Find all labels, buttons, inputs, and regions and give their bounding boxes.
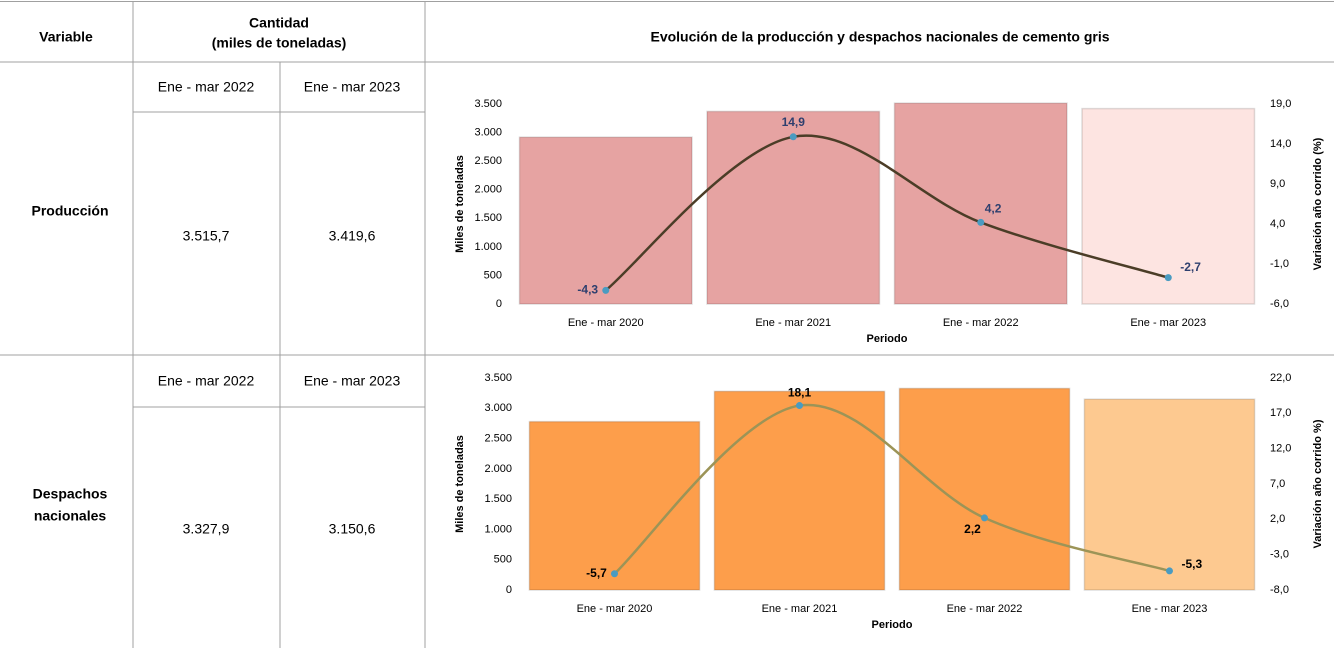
value: 3.515,7 — [183, 228, 230, 244]
point — [981, 514, 988, 522]
bar — [706, 110, 881, 305]
value: 3.419,6 — [329, 228, 376, 244]
bar — [518, 136, 693, 305]
x-tick-label: Ene - mar 2020 — [577, 603, 653, 615]
y-axis-title: Miles de toneladas — [454, 435, 466, 533]
x-tick-label: Ene - mar 2023 — [1130, 317, 1206, 329]
y-tick-label: 2.000 — [484, 463, 512, 475]
x-tick-label: Ene - mar 2021 — [755, 317, 831, 329]
y2-tick-label: -6,0 — [1270, 298, 1289, 310]
point — [1164, 274, 1172, 282]
point — [977, 218, 985, 226]
y-tick-label: 3.500 — [474, 98, 502, 110]
y2-tick-label: 12,0 — [1270, 443, 1291, 455]
bar — [893, 102, 1068, 305]
y-tick-label: 2.500 — [474, 155, 502, 167]
value-label: -5,7 — [586, 566, 607, 580]
period: Ene - mar 2023 — [304, 373, 401, 389]
y2-tick-label: 22,0 — [1270, 372, 1291, 384]
line — [613, 403, 1170, 575]
y-axis-title: Miles de toneladas — [454, 155, 466, 253]
value: 3.327,9 — [183, 521, 230, 537]
y-tick-label: 0 — [506, 584, 512, 596]
period: Ene - mar 2023 — [304, 79, 401, 95]
bar — [528, 420, 701, 591]
x-tick-label: Ene - mar 2021 — [762, 603, 838, 615]
y2-tick-label: 7,0 — [1270, 478, 1285, 490]
y2-tick-label: 4,0 — [1270, 218, 1285, 230]
y2-tick-label: -3,0 — [1270, 549, 1289, 561]
y2-tick-label: 17,0 — [1270, 407, 1291, 419]
x-axis-title: Periodo — [867, 333, 908, 345]
value: 3.150,6 — [329, 521, 376, 537]
header-variable: Variable — [39, 29, 93, 45]
y-tick-label: 1.500 — [474, 212, 502, 224]
point — [789, 133, 797, 141]
y2-tick-label: 2,0 — [1270, 513, 1285, 525]
bar — [1081, 107, 1256, 305]
y-tick-label: 3.000 — [474, 126, 502, 138]
y-tick-label: 500 — [494, 554, 512, 566]
row-name: nacionales — [34, 508, 107, 524]
y2-tick-label: 14,0 — [1270, 138, 1291, 150]
value-label: 18,1 — [788, 386, 812, 400]
header-quantity: Cantidad — [249, 15, 309, 31]
y-tick-label: 1.000 — [484, 523, 512, 535]
bar — [1083, 398, 1256, 591]
y-tick-label: 500 — [484, 269, 502, 281]
y2-tick-label: -1,0 — [1270, 258, 1289, 270]
point — [611, 570, 618, 578]
line — [604, 134, 1169, 292]
y2-tick-label: 9,0 — [1270, 178, 1285, 190]
y-tick-label: 3.000 — [484, 402, 512, 414]
x-tick-label: Ene - mar 2022 — [943, 317, 1019, 329]
value-label: 4,2 — [985, 202, 1002, 216]
value-label: -4,3 — [577, 283, 598, 297]
period: Ene - mar 2022 — [158, 79, 255, 95]
header-unit: (miles de toneladas) — [212, 35, 347, 51]
point — [796, 402, 803, 410]
x-tick-label: Ene - mar 2023 — [1132, 603, 1208, 615]
value-label: -2,7 — [1180, 260, 1201, 274]
y-tick-label: 2.000 — [474, 184, 502, 196]
period: Ene - mar 2022 — [158, 373, 255, 389]
value-label: -5,3 — [1182, 557, 1203, 571]
bar — [898, 387, 1071, 591]
point — [1166, 567, 1173, 575]
y-tick-label: 3.500 — [484, 372, 512, 384]
point — [602, 286, 610, 294]
value-label: 14,9 — [782, 115, 806, 129]
row-name: Producción — [31, 203, 108, 219]
bar — [713, 390, 886, 591]
value-label: 2,2 — [964, 522, 981, 536]
x-tick-label: Ene - mar 2020 — [568, 317, 644, 329]
x-axis-title: Periodo — [872, 619, 913, 631]
y-tick-label: 2.500 — [484, 432, 512, 444]
y2-tick-label: -8,0 — [1270, 584, 1289, 596]
y-tick-label: 1.000 — [474, 241, 502, 253]
y2-axis-title: Variación año corrido (%) — [1312, 137, 1324, 270]
header-chart-title: Evolución de la producción y despachos n… — [650, 29, 1109, 45]
y-tick-label: 0 — [496, 298, 502, 310]
x-tick-label: Ene - mar 2022 — [947, 603, 1023, 615]
y2-tick-label: 19,0 — [1270, 98, 1291, 110]
y2-axis-title: Variación año corrido %) — [1312, 419, 1324, 548]
y-tick-label: 1.500 — [484, 493, 512, 505]
row-name: Despachos — [33, 486, 108, 502]
